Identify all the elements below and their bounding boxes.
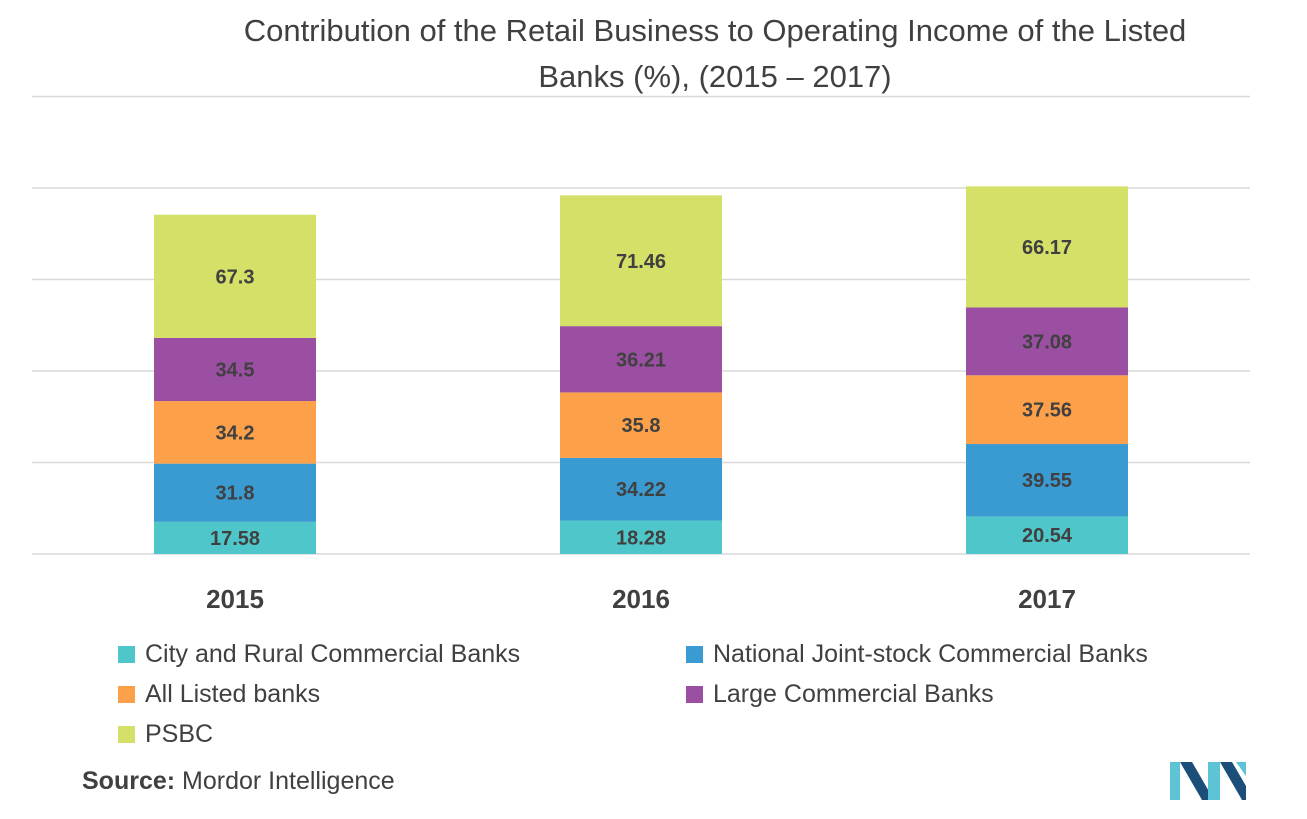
category-label-2017: 2017 <box>1018 584 1076 614</box>
legend-swatch <box>118 686 135 703</box>
source-note: Source: Mordor Intelligence <box>82 767 395 796</box>
bar-segment-2015-series-3 <box>154 337 316 402</box>
data-label-2016-series-0: 18.28 <box>616 527 666 549</box>
bar-segment-2016-series-0 <box>560 520 722 554</box>
data-label-2015-series-2: 34.2 <box>216 422 255 444</box>
bar-segment-2017-series-3 <box>966 307 1128 376</box>
data-labels: 17.58 31.8 34.2 34.5 67.3 18.28 34.22 35.8 36.21… <box>210 237 1073 550</box>
legend-label: Large Commercial Banks <box>713 680 994 708</box>
data-label-2016-series-3: 36.21 <box>616 349 666 371</box>
category-label-2015: 2015 <box>206 584 264 614</box>
legend-label: All Listed banks <box>145 680 321 708</box>
bar-segment-2015-series-1 <box>154 463 316 522</box>
data-label-2017-series-0: 20.54 <box>1022 525 1073 547</box>
source-text: Mordor Intelligence <box>182 767 395 795</box>
logo-right-stroke <box>1236 762 1246 776</box>
legend-swatch <box>118 726 135 743</box>
logo-diagonal-2 <box>1208 762 1220 800</box>
data-label-2015-series-4: 67.3 <box>216 266 255 288</box>
bar-segment-2016-series-1 <box>560 457 722 521</box>
legend-swatch <box>686 686 703 703</box>
chart-title: Contribution of the Retail Business to O… <box>243 13 1187 94</box>
data-label-2015-series-1: 31.8 <box>216 483 255 505</box>
bar-segment-2017-series-0 <box>966 516 1128 554</box>
data-label-2017-series-2: 37.56 <box>1022 400 1072 422</box>
data-label-2015-series-0: 17.58 <box>210 528 260 550</box>
legend-label: PSBC <box>145 720 214 748</box>
data-label-2017-series-3: 37.08 <box>1022 331 1072 353</box>
legend-swatch <box>686 646 703 663</box>
data-label-2015-series-3: 34.5 <box>216 359 255 381</box>
bar-segment-2016-series-3 <box>560 326 722 393</box>
bar-segment-2015-series-0 <box>154 521 316 554</box>
legend-item: National Joint-stock Commercial Banks <box>686 640 1148 669</box>
mordor-intelligence-logo <box>1170 762 1246 800</box>
data-label-2016-series-4: 71.46 <box>616 251 666 273</box>
logo-diagonal-3 <box>1220 762 1246 800</box>
bar-segment-2017-series-4 <box>966 186 1128 308</box>
bar-segment-2016-series-2 <box>560 392 722 458</box>
legend-item: All Listed banks <box>118 680 320 709</box>
legend-swatch <box>118 646 135 663</box>
legend-label: National Joint-stock Commercial Banks <box>713 640 1148 668</box>
bar-segment-2017-series-1 <box>966 444 1128 517</box>
legend-item: PSBC <box>118 720 213 749</box>
bar-segment-2016-series-4 <box>560 195 722 327</box>
legend-item: City and Rural Commercial Banks <box>118 640 520 669</box>
data-label-2017-series-4: 66.17 <box>1022 237 1072 259</box>
category-label-2016: 2016 <box>612 584 670 614</box>
logo-diagonal-1 <box>1180 762 1214 800</box>
source-label: Source: <box>82 767 176 795</box>
bar-segment-2015-series-4 <box>154 214 316 338</box>
data-label-2016-series-1: 34.22 <box>616 479 666 501</box>
data-label-2016-series-2: 35.8 <box>622 415 661 437</box>
bar-segment-2017-series-2 <box>966 375 1128 445</box>
bars <box>154 186 1128 554</box>
category-axis-labels: 2015 2016 2017 <box>206 584 1076 614</box>
logo-left-stroke <box>1170 762 1180 800</box>
legend-label: City and Rural Commercial Banks <box>145 640 521 668</box>
stacked-bar-chart: 17.58 31.8 34.2 34.5 67.3 18.28 34.22 35.8 36.21… <box>32 95 1250 614</box>
bar-segment-2015-series-2 <box>154 401 316 464</box>
legend-item: Large Commercial Banks <box>686 680 994 709</box>
data-label-2017-series-1: 39.55 <box>1022 470 1072 492</box>
